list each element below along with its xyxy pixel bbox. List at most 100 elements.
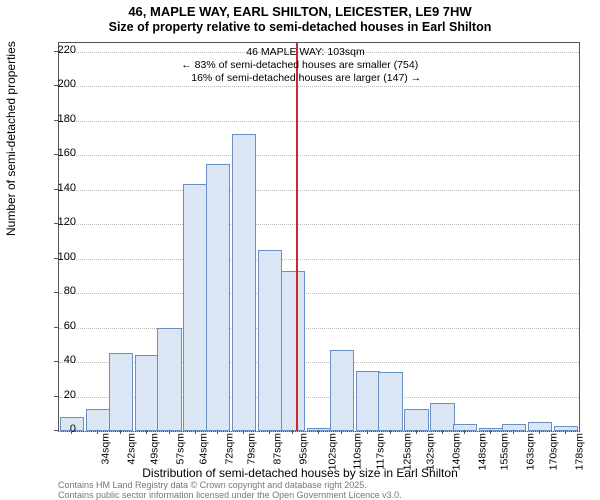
y-tick-mark (54, 258, 58, 259)
y-tick-mark (54, 223, 58, 224)
x-tick-mark (341, 430, 342, 434)
x-tick-mark (169, 430, 170, 434)
x-tick-mark (292, 430, 293, 434)
x-tick-mark (195, 430, 196, 434)
x-tick-mark (565, 430, 566, 434)
x-tick-mark (71, 430, 72, 434)
annotation-title: 46 MAPLE WAY: 103sqm (246, 46, 364, 59)
x-tick-label: 34sqm (100, 433, 112, 465)
x-tick-label: 64sqm (197, 433, 209, 465)
gridline (59, 224, 579, 225)
gridline (59, 328, 579, 329)
gridline (59, 155, 579, 156)
y-tick-label: 140 (46, 182, 76, 194)
histogram-bar (554, 426, 578, 431)
reference-line (296, 43, 298, 431)
x-tick-label: 110sqm (352, 433, 364, 470)
x-tick-label: 178sqm (573, 433, 585, 470)
gridline (59, 293, 579, 294)
x-tick-label: 49sqm (148, 433, 160, 465)
x-tick-label: 57sqm (174, 433, 186, 465)
histogram-bar (479, 428, 503, 431)
x-tick-label: 132sqm (424, 433, 436, 470)
gridline (59, 121, 579, 122)
histogram-bar (86, 409, 110, 431)
histogram-bar (109, 353, 133, 431)
histogram-bar (258, 250, 282, 431)
histogram-bar (157, 328, 181, 431)
histogram-bar (183, 184, 207, 431)
annotation-larger: 16% of semi-detached houses are larger (… (191, 72, 421, 85)
attribution-line-2: Contains public sector information licen… (58, 490, 402, 500)
x-tick-label: 102sqm (326, 433, 338, 470)
x-tick-mark (390, 430, 391, 434)
y-tick-mark (54, 51, 58, 52)
x-tick-mark (120, 430, 121, 434)
x-tick-label: 170sqm (547, 433, 559, 470)
y-tick-mark (54, 327, 58, 328)
y-tick-mark (54, 120, 58, 121)
histogram-bar (330, 350, 354, 431)
y-tick-label: 160 (46, 147, 76, 159)
y-tick-label: 60 (46, 320, 76, 332)
y-tick-mark (54, 189, 58, 190)
x-tick-label: 125sqm (401, 433, 413, 470)
chart-title-sub: Size of property relative to semi-detach… (0, 20, 600, 34)
histogram-bar (502, 424, 526, 431)
histogram-bar (404, 409, 428, 431)
x-tick-mark (513, 430, 514, 434)
histogram-bar (135, 355, 159, 431)
x-tick-mark (367, 430, 368, 434)
x-tick-mark (318, 430, 319, 434)
x-tick-label: 117sqm (374, 433, 386, 470)
gridline (59, 259, 579, 260)
x-tick-label: 72sqm (223, 433, 235, 465)
histogram-bar (453, 424, 477, 431)
histogram-bar (206, 164, 230, 431)
x-tick-mark (442, 430, 443, 434)
histogram-bar (232, 134, 256, 431)
x-tick-label: 163sqm (525, 433, 537, 470)
x-tick-label: 79sqm (246, 433, 258, 465)
x-tick-mark (539, 430, 540, 434)
y-tick-label: 40 (46, 354, 76, 366)
gridline (59, 190, 579, 191)
y-tick-label: 220 (46, 44, 76, 56)
x-tick-mark (97, 430, 98, 434)
y-tick-mark (54, 85, 58, 86)
annotation-smaller: ← 83% of semi-detached houses are smalle… (181, 59, 418, 72)
plot-area: 46 MAPLE WAY: 103sqm← 83% of semi-detach… (58, 42, 580, 432)
chart-title-main: 46, MAPLE WAY, EARL SHILTON, LEICESTER, … (0, 4, 600, 19)
y-tick-label: 200 (46, 78, 76, 90)
y-tick-label: 20 (46, 389, 76, 401)
gridline (59, 86, 579, 87)
x-tick-label: 140sqm (450, 433, 462, 470)
x-tick-label: 87sqm (272, 433, 284, 465)
y-tick-label: 80 (46, 285, 76, 297)
x-tick-mark (464, 430, 465, 434)
x-tick-mark (146, 430, 147, 434)
y-tick-mark (54, 396, 58, 397)
histogram-bar (307, 428, 331, 431)
y-tick-mark (54, 361, 58, 362)
y-tick-mark (54, 154, 58, 155)
y-tick-mark (54, 430, 58, 431)
x-tick-label: 42sqm (126, 433, 138, 465)
x-tick-label: 148sqm (476, 433, 488, 470)
y-tick-label: 180 (46, 113, 76, 125)
y-tick-label: 100 (46, 251, 76, 263)
x-axis-label: Distribution of semi-detached houses by … (0, 466, 600, 480)
histogram-bar (281, 271, 305, 431)
x-tick-mark (490, 430, 491, 434)
x-tick-mark (217, 430, 218, 434)
x-tick-label: 155sqm (499, 433, 511, 470)
attribution-line-1: Contains HM Land Registry data © Crown c… (58, 480, 367, 490)
x-tick-mark (243, 430, 244, 434)
histogram-bar (378, 372, 402, 431)
histogram-chart: { "chart": { "type": "histogram", "title… (0, 0, 600, 500)
y-tick-label: 120 (46, 216, 76, 228)
histogram-bar (356, 371, 380, 431)
x-tick-label: 95sqm (298, 433, 310, 465)
y-tick-mark (54, 292, 58, 293)
x-tick-mark (416, 430, 417, 434)
